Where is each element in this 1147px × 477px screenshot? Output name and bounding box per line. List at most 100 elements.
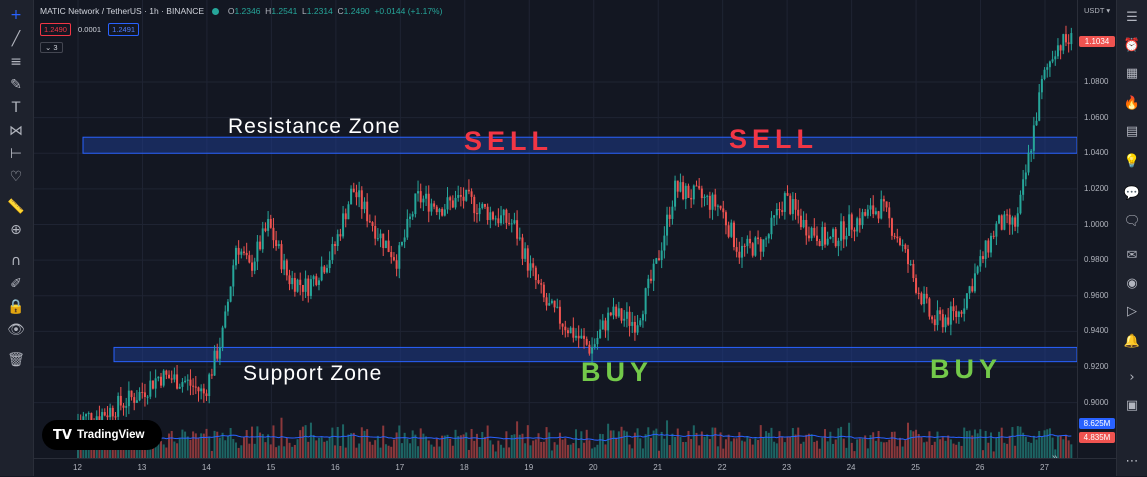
buy-price-button[interactable]: 1.2491 [108, 23, 140, 36]
messages-icon[interactable]: ✉ [1126, 247, 1138, 263]
volume-bar [532, 440, 535, 458]
symbol-title[interactable]: MATIC Network / TetherUS · 1h · BINANCE [40, 6, 205, 16]
pattern-icon[interactable]: ⋈ [9, 123, 23, 139]
volume-bar [237, 447, 240, 458]
candle-body [540, 283, 543, 285]
data-window-icon[interactable]: ▦ [1125, 65, 1139, 81]
volume-bar [1048, 428, 1051, 458]
notification-icon[interactable]: 🔔 [1123, 333, 1141, 349]
collapse-pane-icon[interactable]: » [1052, 452, 1058, 463]
candle-body [430, 203, 433, 212]
volume-bar [848, 422, 851, 458]
sell-price-button[interactable]: 1.2490 [40, 23, 71, 36]
volume-bar [336, 426, 339, 458]
volume-bar [430, 444, 433, 458]
text-icon[interactable]: T [11, 100, 21, 116]
volume-bar [802, 441, 805, 458]
volume-bar [245, 430, 248, 458]
volume-bar [853, 451, 856, 458]
play-icon[interactable]: ▷ [1127, 303, 1137, 319]
indicators-toggle[interactable]: ⌄ 3 [40, 42, 63, 53]
time-axis[interactable]: 12 13 14 15 16 17 18 19 20 21 22 23 24 25 26 27 [34, 458, 1117, 477]
collapse-arrow-icon[interactable]: › [1129, 369, 1135, 385]
volume-bar [888, 439, 891, 458]
price-scale[interactable]: USDT ▾ 1.0800 1.0600 1.0400 1.0200 1.0000 0.9… [1077, 0, 1118, 458]
candle-body [1016, 213, 1019, 227]
candle-body [366, 201, 369, 222]
lock-icon[interactable]: 🔒 [7, 299, 25, 315]
candle-body [668, 214, 671, 219]
volume-bar [732, 438, 735, 458]
volume-bar [794, 434, 797, 458]
chat-icon[interactable]: 💬 [1123, 185, 1141, 201]
tradingview-watermark[interactable]: TV TradingView [42, 420, 162, 450]
ideas-icon[interactable]: 💡 [1123, 153, 1141, 169]
candle-body [842, 221, 845, 240]
zoom-icon[interactable]: ⊕ [10, 222, 22, 238]
more-icon[interactable]: ⋯ [1125, 453, 1139, 469]
resistance-zone[interactable] [82, 136, 1078, 154]
candle-body [232, 265, 235, 287]
volume-bar [524, 443, 527, 458]
candle-body [933, 319, 936, 326]
trash-icon[interactable]: 🗑 [7, 352, 25, 368]
volume-bar [95, 442, 98, 458]
volume-bar [486, 425, 489, 458]
candle-body [508, 222, 511, 224]
candle-body [633, 321, 636, 333]
lock-drawing-icon[interactable]: ✐ [10, 276, 22, 292]
stream-icon[interactable]: ◉ [1126, 275, 1138, 291]
chats-icon[interactable]: 🗨 [1123, 213, 1141, 229]
alerts-icon[interactable]: ⏰ [1123, 37, 1141, 53]
candle-body [976, 266, 979, 274]
ruler-icon[interactable]: 📏 [7, 199, 25, 215]
eye-icon[interactable]: 👁 [7, 322, 25, 338]
candle-body [834, 229, 837, 247]
candle-body [513, 220, 516, 224]
candle-body [510, 223, 513, 225]
watchlist-icon[interactable]: ☰ [1126, 9, 1138, 25]
price-tick: 1.0800 [1084, 77, 1109, 86]
heart-icon[interactable]: ♡ [9, 169, 23, 185]
brush-icon[interactable]: ✎ [10, 77, 22, 93]
volume-bar [583, 442, 586, 458]
volume-bar [700, 431, 703, 458]
calendar-icon[interactable]: ▤ [1125, 123, 1139, 139]
volume-bar [154, 443, 157, 458]
candle-body [789, 195, 792, 214]
candle-body [371, 222, 374, 226]
volume-bar [695, 432, 698, 458]
measure-icon[interactable]: ⊢ [9, 146, 23, 162]
candle-body [1030, 150, 1033, 153]
volume-ma-line [77, 433, 1072, 447]
magnet-icon[interactable]: ∩ [10, 253, 22, 269]
candle-body [151, 380, 154, 389]
candle-body [698, 186, 701, 189]
candle-body [213, 350, 216, 376]
candle-body [379, 233, 382, 239]
fib-icon[interactable]: ≡ [10, 54, 22, 70]
candle-body [815, 235, 818, 242]
hotlist-icon[interactable]: 🔥 [1123, 95, 1141, 111]
volume-bar [1059, 435, 1062, 458]
currency-label[interactable]: USDT ▾ [1084, 6, 1111, 15]
price-tick: 0.9200 [1084, 362, 1109, 371]
crosshair-icon[interactable]: + [10, 7, 22, 23]
candle-body [901, 244, 904, 246]
volume-bar [358, 443, 361, 458]
volume-bar [1006, 443, 1009, 458]
candle-body [947, 317, 950, 325]
volume-bar [497, 440, 500, 458]
volume-bar [534, 439, 537, 458]
volume-bar [786, 436, 789, 458]
layers-icon[interactable]: ▣ [1125, 397, 1139, 413]
volume-bar [880, 441, 883, 458]
volume-bar [652, 430, 655, 458]
volume-bar [173, 441, 176, 458]
price-chart[interactable] [34, 0, 1117, 458]
candle-body [143, 392, 146, 397]
volume-bar [521, 433, 524, 458]
trend-line-icon[interactable]: ╱ [11, 31, 21, 47]
candle-body [727, 225, 730, 237]
volume-bar [352, 432, 355, 458]
